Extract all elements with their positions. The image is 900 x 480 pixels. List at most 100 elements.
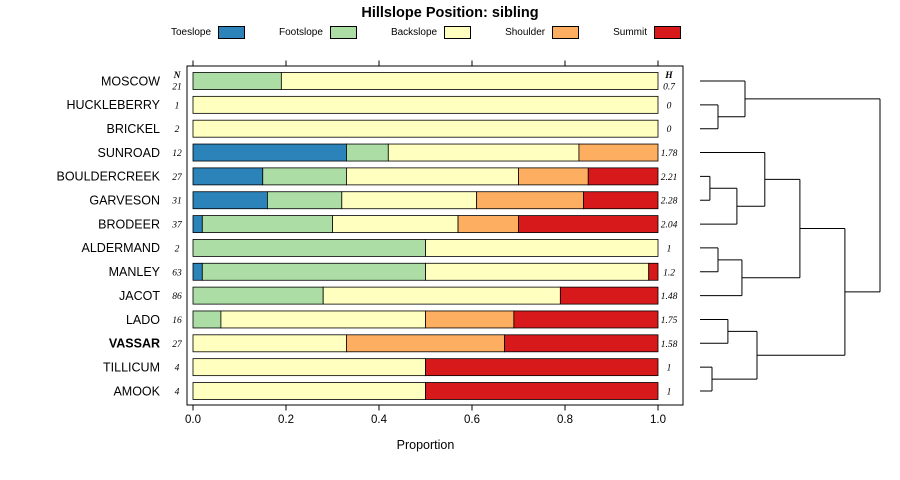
bar-segment-toeslope: [192, 143, 347, 162]
n-value: 27: [172, 340, 183, 350]
n-value: 86: [172, 292, 182, 302]
legend-label: Summit: [613, 27, 648, 38]
bar-segment-toeslope: [192, 167, 264, 186]
bar-segment-shoulder: [425, 310, 515, 329]
row-label: ALDERMAND: [82, 241, 161, 255]
h-value: 1: [667, 364, 672, 374]
h-value: 1: [667, 244, 672, 254]
h-value: 0.7: [663, 83, 676, 93]
bar-segment-backslope: [341, 191, 478, 210]
bar-segment-summit: [504, 334, 659, 353]
n-value: 12: [172, 149, 182, 159]
n-value: 27: [172, 173, 183, 183]
summit-swatch: [654, 26, 682, 39]
legend-label: Footslope: [279, 27, 323, 38]
shoulder-swatch: [552, 26, 580, 39]
row-label: BOULDERCREEK: [57, 170, 161, 184]
n-column-header: N: [173, 71, 182, 81]
h-value: 1.2: [663, 268, 675, 278]
bar-segment-backslope: [192, 119, 659, 138]
bar-segment-backslope: [280, 72, 659, 90]
h-column-header: H: [664, 71, 673, 81]
legend-item: Footslope: [279, 26, 357, 39]
legend-item: Toeslope: [170, 26, 246, 39]
backslope-swatch: [444, 26, 472, 39]
bar-segment-shoulder: [457, 215, 519, 233]
bar-segment-footslope: [192, 239, 426, 257]
bar-segment-footslope: [192, 310, 222, 329]
h-value: 2.04: [661, 221, 678, 231]
n-value: 2: [175, 244, 180, 254]
bar-segment-footslope: [192, 72, 282, 90]
bar-segment-summit: [559, 286, 659, 305]
bar-segment-backslope: [192, 95, 659, 114]
h-value: 1.78: [661, 149, 678, 159]
bar-segment-shoulder: [578, 143, 659, 162]
legend-label: Shoulder: [505, 27, 546, 38]
n-value: 63: [172, 268, 182, 278]
n-value: 16: [172, 316, 182, 326]
n-value: 4: [175, 387, 180, 397]
h-value: 0: [667, 101, 672, 111]
row-label: LADO: [126, 313, 160, 327]
row-label: BRICKEL: [107, 122, 161, 136]
bar-segment-backslope: [387, 143, 580, 162]
row-label: MOSCOW: [101, 74, 160, 88]
bar-segment-summit: [513, 310, 659, 329]
bar-segment-summit: [648, 262, 659, 281]
bar-segment-backslope: [425, 239, 659, 257]
bar-segment-footslope: [201, 215, 333, 233]
n-value: 21: [172, 83, 182, 93]
bar-segment-summit: [425, 358, 659, 377]
row-label: BRODEER: [98, 217, 160, 231]
bar-segment-backslope: [192, 334, 347, 353]
bar-segment-footslope: [266, 191, 343, 210]
n-value: 31: [171, 197, 182, 207]
bar-segment-summit: [587, 167, 659, 186]
bar-segment-backslope: [322, 286, 561, 305]
x-tick-label: 1.0: [650, 414, 666, 426]
n-value: 1: [175, 101, 180, 111]
bar-segment-backslope: [192, 358, 426, 377]
legend-label: Backslope: [390, 27, 438, 38]
row-label: JACOT: [119, 289, 160, 303]
bar-segment-backslope: [346, 167, 519, 186]
panel-border: [186, 65, 684, 406]
row-label: VASSAR: [109, 337, 160, 351]
legend-item: Shoulder: [505, 26, 580, 39]
n-value: 4: [175, 364, 180, 374]
footslope-swatch: [329, 26, 357, 39]
h-value: 2.21: [661, 173, 678, 183]
row-label: TILLICUM: [103, 360, 160, 374]
h-value: 1.58: [661, 340, 678, 350]
bar-segment-footslope: [262, 167, 347, 186]
bar-segment-summit: [518, 215, 659, 233]
bar-segment-toeslope: [192, 262, 203, 281]
h-value: 1: [667, 387, 672, 397]
x-tick-label: 0.2: [278, 414, 294, 426]
legend-item: Backslope: [390, 26, 472, 39]
n-value: 2: [175, 125, 180, 135]
toeslope-swatch: [218, 26, 246, 39]
row-label: GARVESON: [89, 194, 160, 208]
row-label: SUNROAD: [97, 146, 160, 160]
legend: Toeslope Footslope Backslope Shoulder Summit: [0, 26, 876, 39]
h-value: 2.28: [661, 197, 678, 207]
bar-segment-toeslope: [192, 215, 203, 233]
bar-segment-backslope: [332, 215, 459, 233]
bar-segment-shoulder: [476, 191, 584, 210]
n-value: 37: [171, 221, 183, 231]
row-label: MANLEY: [109, 265, 161, 279]
bar-segment-summit: [425, 382, 659, 400]
legend-label: Toeslope: [170, 27, 212, 38]
x-tick-label: 0.6: [464, 414, 480, 426]
bar-segment-footslope: [346, 143, 389, 162]
bar-segment-footslope: [192, 286, 324, 305]
x-axis-label: Proportion: [396, 438, 455, 452]
bar-segment-footslope: [201, 262, 426, 281]
bar-segment-backslope: [425, 262, 650, 281]
x-tick-label: 0.8: [557, 414, 573, 426]
h-value: 1.48: [661, 292, 678, 302]
bar-segment-backslope: [192, 382, 426, 400]
